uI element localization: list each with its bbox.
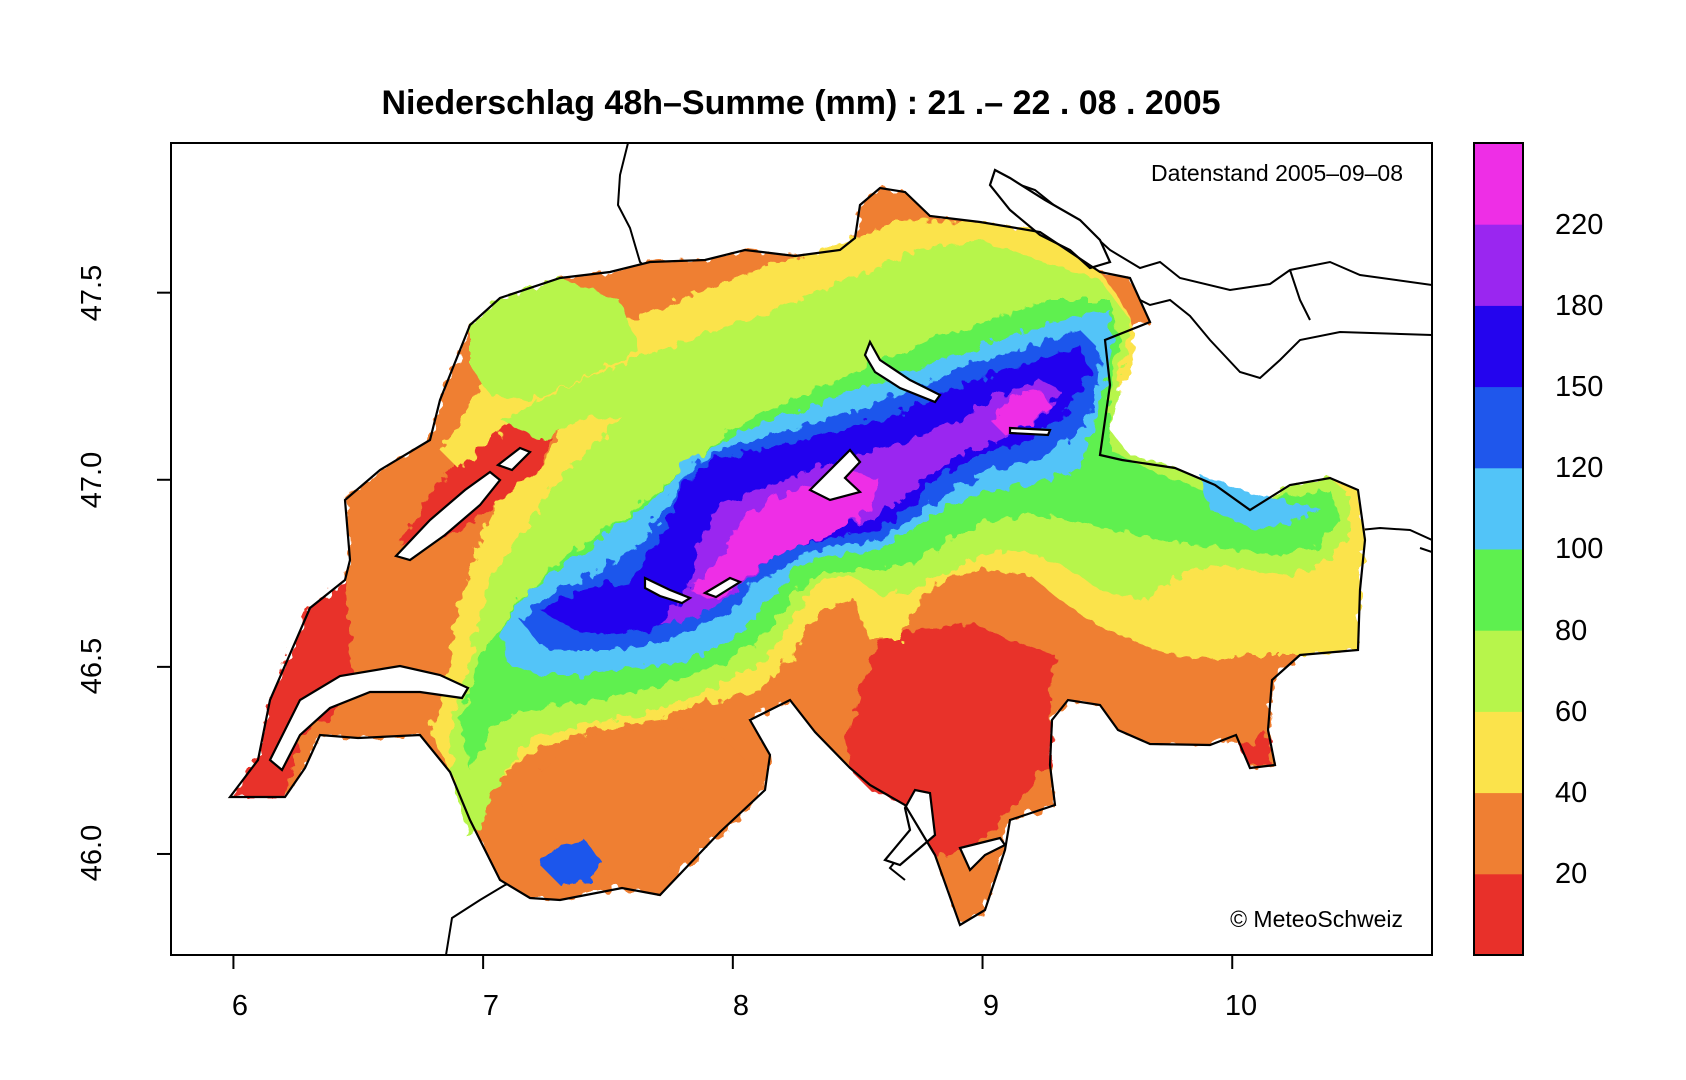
zone-orange-misox bbox=[1100, 640, 1270, 745]
plot-frame bbox=[170, 142, 1433, 956]
switzerland-outline bbox=[227, 186, 1367, 927]
legend-swatch bbox=[1474, 386, 1523, 469]
zone-magenta-east bbox=[990, 390, 1050, 435]
legend-label: 220 bbox=[1555, 209, 1604, 241]
legend-label: 60 bbox=[1555, 696, 1588, 728]
legend-swatch bbox=[1474, 792, 1523, 875]
zone-red-geneva bbox=[230, 580, 352, 797]
precipitation-field bbox=[230, 188, 1365, 925]
y-tick-label: 46.5 bbox=[76, 637, 108, 695]
legend-swatch bbox=[1474, 711, 1523, 794]
map-layer bbox=[227, 143, 1432, 955]
copyright-label: © MeteoSchweiz bbox=[1230, 906, 1403, 932]
legend-swatch bbox=[1474, 873, 1523, 956]
legend-label: 100 bbox=[1555, 533, 1604, 565]
legend-frame bbox=[1473, 142, 1524, 956]
lake-lucerne bbox=[808, 448, 863, 502]
lake-constance bbox=[988, 168, 1112, 270]
lake-brienz bbox=[702, 576, 743, 599]
zone-lightblue-east bbox=[1200, 475, 1320, 528]
legend-label: 40 bbox=[1555, 777, 1588, 809]
y-tick-label: 46.0 bbox=[76, 824, 108, 882]
legend-label: 80 bbox=[1555, 615, 1588, 647]
legend-label: 20 bbox=[1555, 858, 1588, 890]
lake-thun-brienz bbox=[643, 576, 693, 605]
lake-zurich bbox=[863, 339, 942, 404]
data-status-label: Datenstand 2005–09–08 bbox=[1151, 160, 1403, 186]
legend-swatch bbox=[1474, 143, 1523, 225]
lake-walen bbox=[1008, 426, 1052, 437]
map-title: Niederschlag 48h–Summe (mm) : 21 .– 22 .… bbox=[381, 84, 1221, 122]
lake-neuchatel bbox=[393, 470, 502, 562]
lake-lugano bbox=[958, 836, 1007, 872]
legend-swatch bbox=[1474, 224, 1523, 306]
x-tick-label: 10 bbox=[1224, 990, 1258, 1022]
x-tick-label: 7 bbox=[482, 990, 500, 1022]
lakes bbox=[268, 168, 1112, 872]
zone-lightgreen-nw bbox=[470, 278, 640, 400]
legend-swatch bbox=[1474, 549, 1523, 631]
y-tick-label: 47.0 bbox=[76, 451, 108, 509]
lake-geneva bbox=[268, 664, 470, 772]
lake-maggiore bbox=[883, 788, 937, 867]
color-legend-bar bbox=[1474, 143, 1523, 956]
x-tick-label: 6 bbox=[231, 990, 249, 1022]
lake-biel bbox=[495, 446, 532, 472]
y-axis-ticks bbox=[157, 291, 171, 855]
legend-swatch bbox=[1474, 630, 1523, 712]
zone-magenta bbox=[690, 470, 880, 600]
zone-blue-valais bbox=[540, 840, 600, 885]
x-tick-label: 8 bbox=[732, 990, 750, 1022]
legend-label: 120 bbox=[1555, 452, 1604, 484]
y-tick-label: 47.5 bbox=[76, 264, 108, 322]
legend-swatch bbox=[1474, 467, 1523, 550]
legend-swatch bbox=[1474, 305, 1523, 388]
x-tick-label: 9 bbox=[982, 990, 1000, 1022]
zone-red-ticino bbox=[845, 624, 1055, 855]
legend-label: 180 bbox=[1555, 290, 1604, 322]
legend-label: 150 bbox=[1555, 371, 1604, 403]
x-axis-ticks bbox=[232, 955, 1234, 969]
